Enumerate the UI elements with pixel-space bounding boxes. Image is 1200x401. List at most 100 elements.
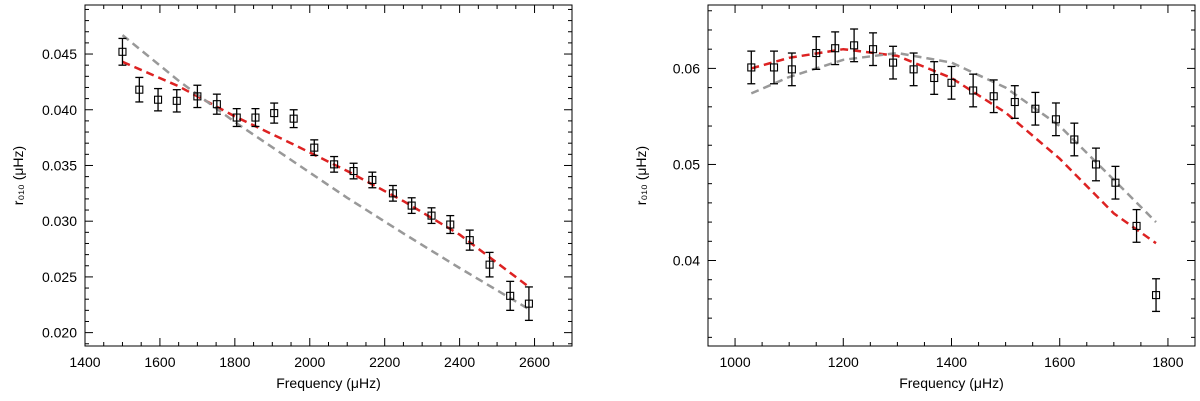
data-point — [1010, 85, 1019, 119]
y-tick-label: 0.05 — [673, 156, 700, 172]
grey-model-curve — [121, 34, 530, 311]
data-marker — [930, 73, 939, 83]
data-marker — [1010, 97, 1019, 107]
data-point — [172, 89, 181, 113]
data-point — [1070, 122, 1079, 157]
data-point — [232, 107, 241, 128]
data-marker — [1132, 221, 1141, 230]
data-marker — [1091, 160, 1101, 169]
data-marker — [251, 113, 260, 122]
data-point — [270, 102, 279, 124]
data-marker — [193, 92, 202, 101]
right-x-axis-label: Frequency (μHz) — [899, 375, 1004, 391]
data-point — [427, 207, 436, 225]
data-point — [1111, 165, 1120, 200]
data-point — [506, 280, 515, 311]
y-tick-label: 0.035 — [42, 157, 77, 173]
x-tick-label: 1600 — [1044, 354, 1075, 370]
data-point — [524, 286, 533, 322]
data-point — [1151, 278, 1161, 313]
left-x-axis-label: Frequency (μHz) — [276, 375, 381, 391]
data-point — [889, 45, 898, 80]
x-tick-label: 2600 — [519, 354, 550, 370]
data-marker — [407, 201, 416, 210]
data-marker — [1151, 291, 1161, 300]
right-data-points — [747, 28, 1161, 313]
data-point — [446, 214, 455, 235]
data-marker — [118, 47, 127, 56]
data-marker — [989, 92, 998, 101]
data-point — [787, 52, 796, 87]
x-tick-label: 1400 — [69, 354, 100, 370]
red-model-curve — [750, 47, 1157, 245]
data-point — [989, 79, 998, 114]
y-tick-label: 0.06 — [673, 60, 700, 76]
data-point — [930, 61, 939, 95]
data-point — [1031, 91, 1040, 126]
data-marker — [172, 96, 181, 105]
data-marker — [289, 114, 298, 123]
data-point — [330, 155, 339, 173]
data-marker — [947, 78, 956, 87]
data-marker — [1070, 135, 1079, 144]
data-point — [251, 107, 260, 128]
data-marker — [812, 48, 821, 58]
data-point — [193, 84, 202, 109]
data-point — [868, 32, 878, 67]
data-point — [909, 52, 918, 87]
data-marker — [1031, 104, 1040, 113]
data-marker — [427, 211, 436, 220]
data-marker — [1051, 115, 1060, 124]
red-model-curve — [122, 60, 530, 288]
data-marker — [850, 41, 859, 50]
data-point — [969, 73, 978, 108]
data-marker — [465, 236, 474, 245]
data-marker — [388, 189, 397, 198]
data-point — [1091, 147, 1101, 182]
data-marker — [524, 299, 533, 308]
data-point — [831, 31, 840, 66]
left-axis-ticks — [84, 5, 573, 346]
data-marker — [310, 143, 319, 152]
data-point — [368, 171, 377, 189]
left-y-axis-label: r₀₁₀ (μHz) — [10, 146, 26, 205]
y-tick-label: 0.04 — [673, 253, 700, 269]
y-tick-label: 0.030 — [42, 213, 77, 229]
data-point — [747, 50, 756, 85]
x-tick-label: 1600 — [144, 354, 175, 370]
data-point — [154, 87, 163, 112]
data-point — [118, 37, 127, 66]
left-plot-frame — [84, 4, 573, 347]
data-point — [769, 50, 779, 85]
right-y-axis-label: r₀₁₀ (μHz) — [633, 146, 649, 205]
y-tick-label: 0.045 — [42, 46, 77, 62]
data-point — [135, 76, 144, 103]
data-marker — [889, 58, 898, 67]
left-chart: 1400 1600 1800 2000 2200 2400 2600 0.020 0.025 0.… — [10, 4, 573, 391]
data-marker — [446, 220, 455, 229]
data-point — [388, 184, 397, 202]
data-point — [812, 36, 821, 71]
y-tick-label: 0.040 — [42, 102, 77, 118]
x-tick-label: 1800 — [219, 354, 250, 370]
data-marker — [506, 291, 515, 300]
data-point — [485, 251, 494, 278]
data-point — [947, 65, 956, 100]
data-marker — [787, 65, 796, 74]
right-chart: 1000 1200 1400 1600 1800 0.04 0.05 0.06 Frequen… — [633, 4, 1196, 391]
data-point — [289, 109, 298, 129]
data-marker — [747, 63, 756, 72]
x-tick-label: 2400 — [444, 354, 475, 370]
data-marker — [368, 175, 377, 185]
y-tick-label: 0.025 — [42, 269, 77, 285]
data-marker — [135, 85, 144, 94]
right-axis-ticks — [707, 5, 1196, 346]
x-tick-label: 1200 — [828, 354, 859, 370]
right-tick-labels: 1000 1200 1400 1600 1800 0.04 0.05 0.06 — [673, 60, 1184, 370]
x-tick-label: 2000 — [294, 354, 325, 370]
data-marker — [330, 160, 339, 169]
data-marker — [270, 109, 279, 118]
left-model-curves — [121, 34, 530, 311]
y-tick-label: 0.020 — [42, 325, 77, 341]
data-marker — [1111, 178, 1120, 187]
